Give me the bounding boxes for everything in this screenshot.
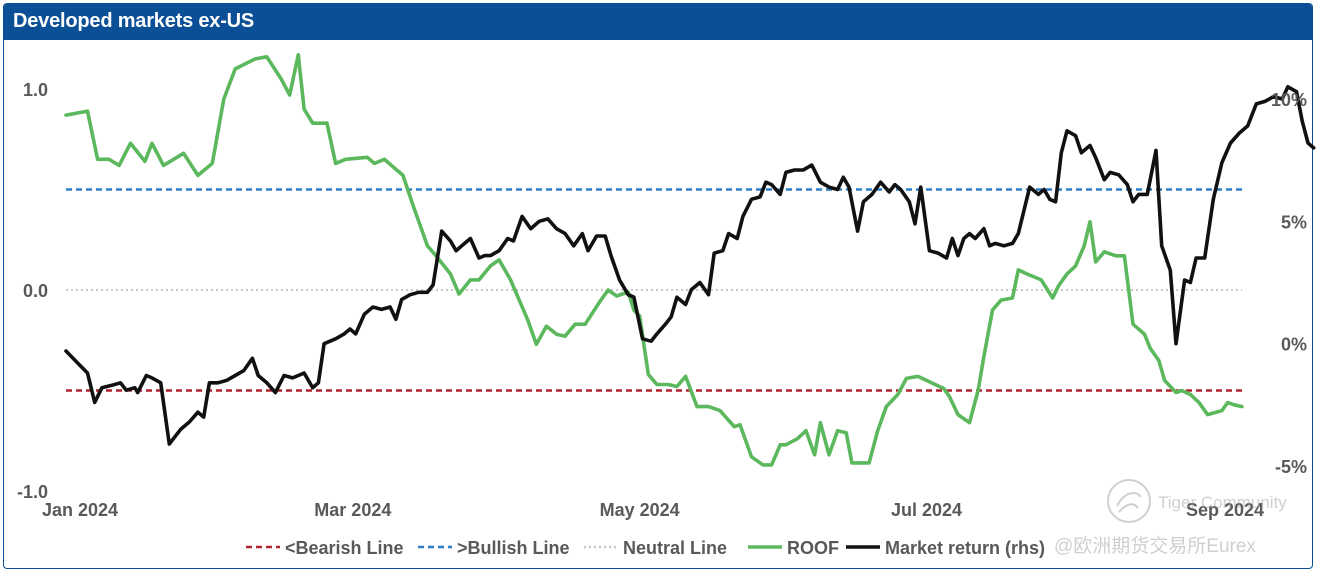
legend-label: ROOF <box>787 538 839 558</box>
x-tick-label: May 2024 <box>600 500 680 520</box>
market-return-line <box>64 85 1316 446</box>
legend-item: Neutral Line <box>584 538 727 558</box>
title-bar: Developed markets ex-US <box>4 4 1312 40</box>
chart-title: Developed markets ex-US <box>13 10 255 32</box>
x-tick-label: Sep 2024 <box>1186 500 1264 520</box>
legend-item: <Bearish Line <box>246 538 404 558</box>
series-lines <box>64 53 1316 467</box>
legend-item: Market return (rhs) <box>846 538 1045 558</box>
watermark-source: @欧洲期货交易所Eurex <box>1054 535 1256 557</box>
watermark-logo-mark <box>1116 492 1142 513</box>
x-tick-label: Jan 2024 <box>42 500 118 520</box>
legend: <Bearish Line >Bullish Line Neutral Line RO… <box>246 538 1045 558</box>
legend-label: Market return (rhs) <box>885 538 1045 558</box>
left-tick-label: -1.0 <box>17 482 48 502</box>
right-tick-label: 10% <box>1271 90 1307 110</box>
watermark: Tiger Community @欧洲期货交易所Eurex <box>1054 479 1287 557</box>
chart-frame: Developed markets ex-US <box>3 3 1313 569</box>
right-tick-label: 5% <box>1281 212 1307 232</box>
legend-item: >Bullish Line <box>418 538 570 558</box>
x-tick-label: Jul 2024 <box>891 500 962 520</box>
left-axis-ticks: 1.0 0.0 -1.0 <box>17 80 48 502</box>
watermark-logo-icon <box>1107 479 1151 523</box>
right-tick-label: 0% <box>1281 335 1307 355</box>
left-tick-label: 0.0 <box>23 281 48 301</box>
legend-label: >Bullish Line <box>457 538 570 558</box>
watermark-brand: Tiger Community <box>1158 493 1287 512</box>
left-tick-label: 1.0 <box>23 80 48 100</box>
x-axis-ticks: Jan 2024 Mar 2024 May 2024 Jul 2024 Sep 2024 <box>42 500 1264 520</box>
reference-lines <box>66 188 1242 392</box>
legend-label: <Bearish Line <box>285 538 404 558</box>
right-tick-label: -5% <box>1275 457 1307 477</box>
x-tick-label: Mar 2024 <box>314 500 391 520</box>
right-axis-ticks: 10% 5% 0% -5% <box>1271 90 1307 477</box>
legend-item: ROOF <box>748 538 839 558</box>
legend-label: Neutral Line <box>623 538 727 558</box>
roof-line <box>64 53 1244 467</box>
